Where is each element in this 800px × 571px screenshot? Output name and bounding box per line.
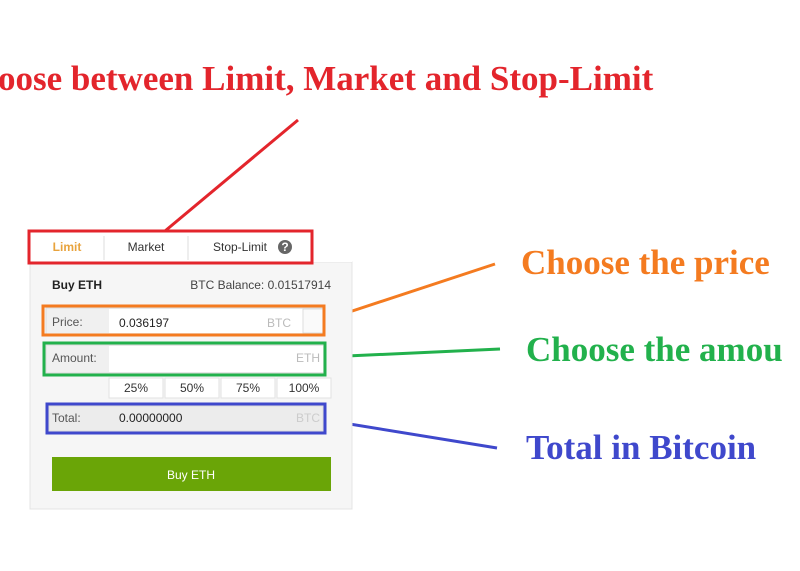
highlight-box (42, 341, 327, 377)
percentage-button[interactable] (276, 377, 332, 399)
input-unit: BTC (267, 316, 291, 330)
input-label: Price: (52, 315, 83, 329)
tab-bar (30, 232, 352, 262)
input-unit: BTC (296, 411, 320, 425)
pointer-line (164, 118, 299, 233)
percentage-button[interactable] (108, 377, 164, 399)
form-title: Buy ETH (52, 278, 102, 292)
help-icon-text: ? (281, 240, 288, 254)
percentage-label: 75% (236, 381, 260, 395)
percentage-button[interactable] (164, 377, 220, 399)
highlight-box (27, 229, 314, 265)
tab[interactable]: Stop-Limit (213, 240, 268, 254)
percentage-label: 100% (289, 381, 320, 395)
pointer-line (324, 347, 501, 359)
amount-input[interactable] (109, 346, 323, 372)
annotation: oose between Limit, Market and Stop-Limi… (0, 59, 654, 98)
percentage-label: 50% (180, 381, 204, 395)
highlight-box (41, 304, 326, 337)
tab[interactable]: Limit (53, 240, 82, 254)
annotation: Choose the price (521, 243, 770, 282)
buy-button-label: Buy ETH (167, 468, 215, 482)
input-value: 0.036197 (119, 316, 169, 330)
input-value: 0.00000000 (119, 411, 183, 425)
pointer-line (324, 418, 498, 450)
annotation: Total in Bitcoin (526, 428, 756, 467)
price-input[interactable] (109, 309, 303, 333)
tab[interactable]: Market (128, 240, 165, 254)
input-row (48, 405, 324, 432)
pointer-line (324, 262, 496, 322)
annotation: Choose the amou (526, 330, 783, 369)
input-label: Amount: (52, 351, 97, 365)
percentage-label: 25% (124, 381, 148, 395)
balance: BTC Balance: 0.01517914 (190, 278, 331, 292)
input-unit: ETH (296, 351, 320, 365)
help-icon[interactable] (278, 240, 292, 254)
stepper[interactable] (302, 308, 324, 334)
percentage-group: 25% 50% 75% 100% (108, 377, 332, 399)
input-label: Total: (52, 411, 81, 425)
buy-button[interactable] (52, 457, 331, 491)
highlight-box (45, 402, 327, 435)
percentage-button[interactable] (220, 377, 276, 399)
